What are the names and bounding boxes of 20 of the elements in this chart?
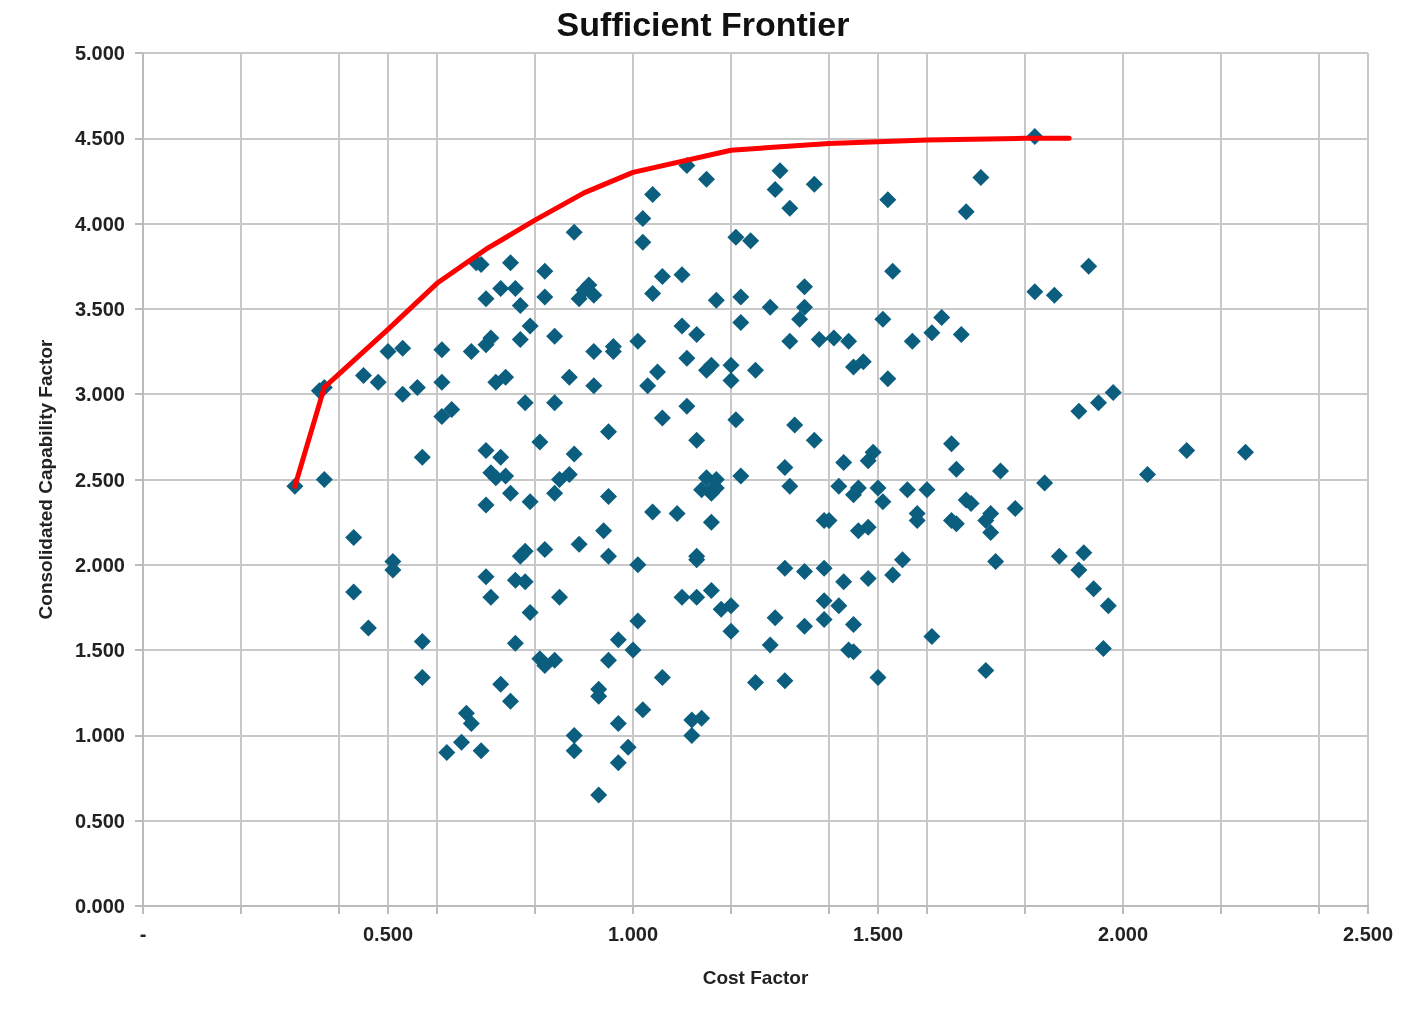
y-tick-label: 2.500 [74, 468, 125, 491]
chart-title: Sufficient Frontier [556, 5, 850, 43]
x-tick-label: 2.500 [1342, 923, 1394, 945]
y-tick-label: 1.000 [74, 724, 125, 747]
x-tick-label: 1.000 [607, 923, 659, 945]
y-tick-label: 4.000 [74, 212, 125, 235]
x-tick-label: 0.500 [362, 923, 414, 945]
y-tick-label: 3.500 [74, 297, 125, 320]
x-tick-label: 2.000 [1097, 923, 1149, 945]
y-tick-label: 1.500 [74, 639, 125, 662]
y-tick-label: 0.500 [74, 809, 125, 832]
y-tick-label: 2.000 [74, 553, 125, 576]
x-axis-title: Cost Factor [702, 967, 809, 988]
y-tick-label: 3.000 [74, 383, 125, 406]
y-axis-title: Consolidated Capability Factor [35, 339, 56, 620]
x-tick-label: - [139, 923, 147, 945]
y-tick-label: 0.000 [74, 895, 125, 917]
x-tick-label: 1.500 [852, 923, 904, 945]
y-tick-label: 5.000 [74, 42, 125, 64]
y-tick-label: 4.500 [74, 127, 125, 150]
